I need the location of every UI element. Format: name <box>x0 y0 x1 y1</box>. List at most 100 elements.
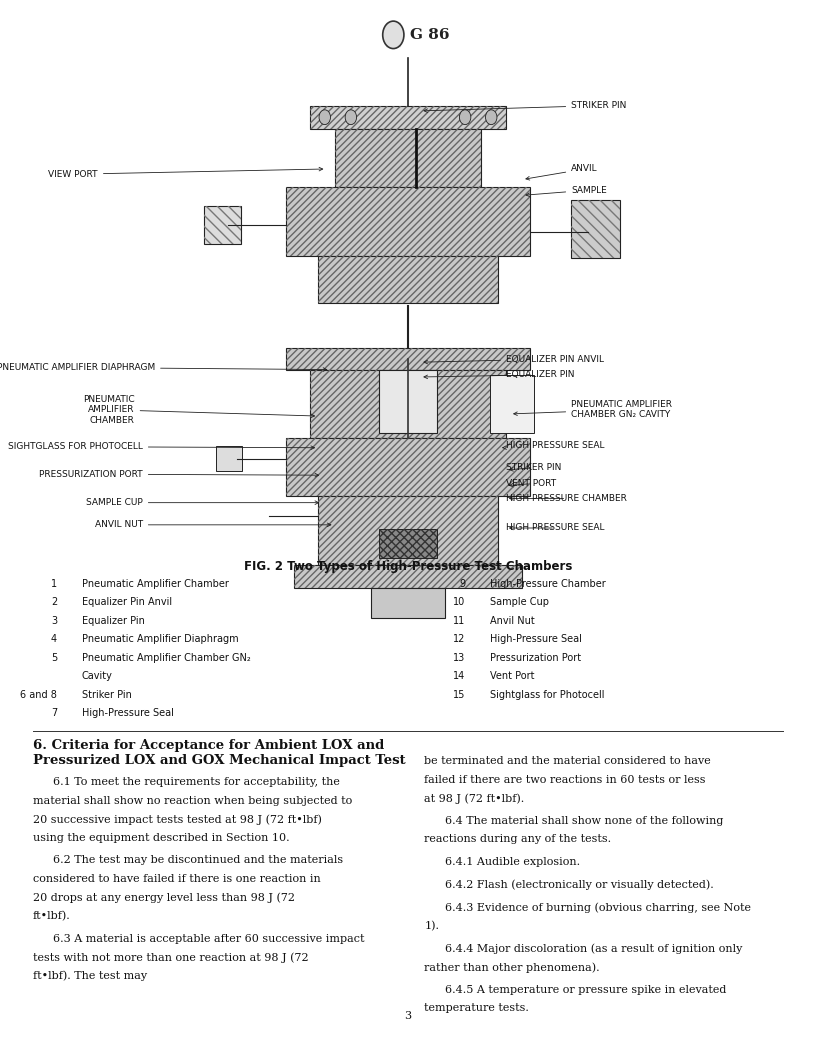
Bar <box>286 438 530 496</box>
Bar <box>286 348 530 370</box>
Text: using the equipment described in Section 10.: using the equipment described in Section… <box>33 832 289 843</box>
Text: 4: 4 <box>51 634 57 644</box>
Text: SAMPLE CUP: SAMPLE CUP <box>86 498 318 507</box>
Text: considered to have failed if there is one reaction in: considered to have failed if there is on… <box>33 874 321 884</box>
Text: FIG. 2 Two Types of High-Pressure Test Chambers: FIG. 2 Two Types of High-Pressure Test C… <box>244 560 572 572</box>
Text: 6.2 The test may be discontinued and the materials: 6.2 The test may be discontinued and the… <box>53 855 344 865</box>
Text: tests with not more than one reaction at 98 J (72: tests with not more than one reaction at… <box>33 953 308 963</box>
Text: 7: 7 <box>51 708 57 718</box>
Circle shape <box>319 110 330 125</box>
Text: 20 successive impact tests tested at 98 J (72 ft•lbf): 20 successive impact tests tested at 98 … <box>33 814 322 825</box>
Text: 6 and 8: 6 and 8 <box>20 690 57 699</box>
Text: Pneumatic Amplifier Diaphragm: Pneumatic Amplifier Diaphragm <box>82 634 238 644</box>
Bar <box>204 206 241 244</box>
Text: temperature tests.: temperature tests. <box>424 1003 530 1013</box>
Text: ANVIL NUT: ANVIL NUT <box>95 521 330 529</box>
Text: STRIKER PIN: STRIKER PIN <box>424 101 627 113</box>
Bar <box>204 206 241 244</box>
Text: High-Pressure Chamber: High-Pressure Chamber <box>490 579 605 588</box>
Bar <box>310 106 506 129</box>
Text: reactions during any of the tests.: reactions during any of the tests. <box>424 834 611 844</box>
Text: 6. Criteria for Acceptance for Ambient LOX and
Pressurized LOX and GOX Mechanica: 6. Criteria for Acceptance for Ambient L… <box>33 739 406 768</box>
Bar <box>310 370 506 438</box>
Text: 3: 3 <box>51 616 57 625</box>
Bar <box>379 529 437 559</box>
Text: Pressurization Port: Pressurization Port <box>490 653 581 662</box>
Text: at 98 J (72 ft•lbf).: at 98 J (72 ft•lbf). <box>424 793 525 804</box>
Text: PNEUMATIC
AMPLIFIER
CHAMBER: PNEUMATIC AMPLIFIER CHAMBER <box>83 395 314 425</box>
Text: 5: 5 <box>51 653 57 662</box>
Text: 6.4 The material shall show none of the following: 6.4 The material shall show none of the … <box>445 815 723 826</box>
Text: High-Pressure Seal: High-Pressure Seal <box>490 634 582 644</box>
Bar <box>371 588 445 618</box>
Text: 1: 1 <box>51 579 57 588</box>
Bar <box>310 106 506 129</box>
Bar <box>335 129 481 187</box>
Text: failed if there are two reactions in 60 tests or less: failed if there are two reactions in 60 … <box>424 775 706 785</box>
Text: High-Pressure Seal: High-Pressure Seal <box>82 708 174 718</box>
Text: Sample Cup: Sample Cup <box>490 598 548 607</box>
Text: PRESSURIZATION PORT: PRESSURIZATION PORT <box>39 470 318 478</box>
Text: Anvil Nut: Anvil Nut <box>490 616 534 625</box>
Text: 2: 2 <box>51 598 57 607</box>
Bar <box>490 375 534 433</box>
Text: rather than other phenomena).: rather than other phenomena). <box>424 962 600 973</box>
Text: EQUALIZER PIN ANVIL: EQUALIZER PIN ANVIL <box>424 355 604 364</box>
Bar <box>294 565 522 588</box>
Circle shape <box>459 110 471 125</box>
Text: 10: 10 <box>453 598 465 607</box>
Text: Pneumatic Amplifier Chamber GN₂: Pneumatic Amplifier Chamber GN₂ <box>82 653 251 662</box>
Bar <box>318 256 498 303</box>
Text: Sightglass for Photocell: Sightglass for Photocell <box>490 690 604 699</box>
Text: be terminated and the material considered to have: be terminated and the material considere… <box>424 756 711 766</box>
Text: VENT PORT: VENT PORT <box>506 479 556 488</box>
Text: 6.4.2 Flash (electronically or visually detected).: 6.4.2 Flash (electronically or visually … <box>445 880 713 890</box>
Bar <box>571 200 620 258</box>
Text: ft•lbf).: ft•lbf). <box>33 910 70 921</box>
Text: Pneumatic Amplifier Chamber: Pneumatic Amplifier Chamber <box>82 579 228 588</box>
Text: ANVIL: ANVIL <box>526 165 598 181</box>
Text: Equalizer Pin: Equalizer Pin <box>82 616 144 625</box>
Text: 14: 14 <box>453 672 465 681</box>
Bar <box>335 129 481 187</box>
Text: material shall show no reaction when being subjected to: material shall show no reaction when bei… <box>33 796 352 806</box>
Text: 20 drops at any energy level less than 98 J (72: 20 drops at any energy level less than 9… <box>33 892 295 903</box>
Text: SAMPLE: SAMPLE <box>526 186 607 196</box>
Text: 6.4.5 A temperature or pressure spike in elevated: 6.4.5 A temperature or pressure spike in… <box>445 985 726 995</box>
Bar <box>318 496 498 565</box>
Text: PNEUMATIC AMPLIFIER
CHAMBER GN₂ CAVITY: PNEUMATIC AMPLIFIER CHAMBER GN₂ CAVITY <box>514 400 672 419</box>
Text: 6.4.3 Evidence of burning (obvious charring, see Note: 6.4.3 Evidence of burning (obvious charr… <box>445 902 751 913</box>
Circle shape <box>383 21 404 49</box>
Text: 6.3 A material is acceptable after 60 successive impact: 6.3 A material is acceptable after 60 su… <box>53 934 365 943</box>
Text: HIGH PRESSURE SEAL: HIGH PRESSURE SEAL <box>506 524 605 532</box>
Bar <box>318 256 498 303</box>
Bar <box>286 187 530 256</box>
Bar <box>286 438 530 496</box>
Text: 6.4.4 Major discoloration (as a result of ignition only: 6.4.4 Major discoloration (as a result o… <box>445 944 742 955</box>
Bar <box>310 370 506 438</box>
Bar <box>379 370 437 433</box>
Text: 3: 3 <box>405 1011 411 1021</box>
Bar <box>571 200 620 258</box>
Bar <box>286 348 530 370</box>
Circle shape <box>345 110 357 125</box>
Text: 12: 12 <box>453 634 465 644</box>
Bar <box>318 496 498 565</box>
Text: STRIKER PIN: STRIKER PIN <box>506 464 561 472</box>
Text: 6.4.1 Audible explosion.: 6.4.1 Audible explosion. <box>445 857 580 867</box>
Text: HIGH PRESSURE CHAMBER: HIGH PRESSURE CHAMBER <box>506 494 627 503</box>
Text: Vent Port: Vent Port <box>490 672 534 681</box>
Text: 1).: 1). <box>424 921 439 931</box>
Text: 6.1 To meet the requirements for acceptability, the: 6.1 To meet the requirements for accepta… <box>53 777 340 787</box>
Circle shape <box>486 110 497 125</box>
Bar <box>379 529 437 559</box>
Text: 9: 9 <box>459 579 465 588</box>
Bar <box>294 565 522 588</box>
Text: G 86: G 86 <box>410 27 449 42</box>
Text: PNEUMATIC AMPLIFIER DIAPHRAGM: PNEUMATIC AMPLIFIER DIAPHRAGM <box>0 363 326 372</box>
Text: HIGH PRESSURE SEAL: HIGH PRESSURE SEAL <box>503 441 605 450</box>
Text: ft•lbf). The test may: ft•lbf). The test may <box>33 970 147 981</box>
Text: Striker Pin: Striker Pin <box>82 690 131 699</box>
Text: Equalizer Pin Anvil: Equalizer Pin Anvil <box>82 598 171 607</box>
Text: SIGHTGLASS FOR PHOTOCELL: SIGHTGLASS FOR PHOTOCELL <box>8 442 314 451</box>
